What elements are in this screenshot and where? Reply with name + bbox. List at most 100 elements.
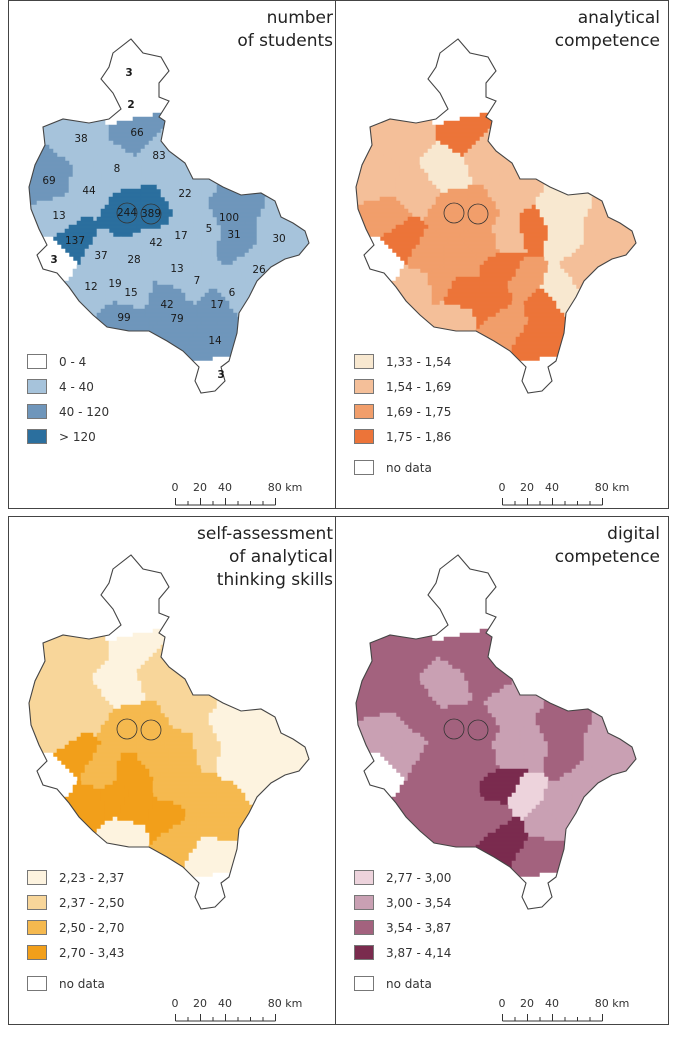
legend-item: 0 - 4 [27,349,109,374]
region-label: 66 [130,127,144,139]
region-area [559,244,636,362]
legend-swatch [27,379,47,394]
map-title-line: thinking skills [216,570,333,590]
country-outline [28,554,310,910]
scale-tick-label: 20 [193,997,207,1010]
region-label: 3 [125,67,132,79]
inner-boundary [140,719,162,741]
region-label: 69 [42,175,55,187]
region-area [128,860,309,909]
legend-label: 0 - 4 [59,354,87,369]
scale-tick-label: 20 [520,481,534,494]
legend-swatch [354,429,374,444]
map-title-line: competence [554,547,660,567]
country-outline [28,38,310,394]
region-label: 14 [208,335,222,347]
scale-bar-line [175,1014,276,1022]
legend-label: 3,00 - 3,54 [386,895,452,910]
scale-tick-label: 40 [545,997,559,1010]
legend-item: 3,87 - 4,14 [354,940,451,965]
legend-label: no data [386,460,432,475]
legend-label: 3,54 - 3,87 [386,920,452,935]
region-label: 99 [117,312,130,324]
legend-item: 1,54 - 1,69 [354,374,451,399]
region-label: 42 [149,237,162,249]
region-label: 15 [124,287,137,299]
region-label: 6 [229,287,236,299]
country-outline [355,38,637,394]
region-area [455,860,636,909]
region-label: 3 [217,369,224,381]
map-title-line: of students [237,31,333,51]
map-title: digital competence [555,523,660,569]
region-area [29,39,110,166]
choropleth-map [28,554,310,910]
region-label: 26 [252,264,266,276]
region-area [455,344,636,393]
region-label: 7 [194,275,201,287]
region-label: 389 [141,208,161,220]
legend-label: 1,69 - 1,75 [386,404,452,419]
region-area [356,39,636,94]
panel-self-assessment: self-assessment of analytical thinking ski… [8,516,342,1025]
legend-label: no data [59,976,105,991]
legend-label: 2,50 - 2,70 [59,920,125,935]
legend-swatch [354,354,374,369]
region-area [29,555,110,682]
scale-tick-label: 40 [545,481,559,494]
scale-bar-line [502,1014,603,1022]
region-area [523,288,573,326]
scale-tick-label: 20 [193,481,207,494]
region-label: 17 [174,230,187,242]
scale-tick-label: 0 [498,481,506,494]
region-label: 12 [84,281,97,293]
legend-swatch [27,404,47,419]
legend-label: 3,87 - 4,14 [386,945,452,960]
region-label: 17 [210,299,223,311]
region-label: 30 [272,233,285,245]
map-title-line: self-assessment [197,524,333,544]
region-label: 19 [108,278,121,290]
scale-bar: 0 20 40 80 km [172,997,302,1037]
inner-boundary [116,202,138,224]
scale-tick-label: 40 [218,997,232,1010]
map-title: analytical competence [555,7,660,53]
legend-swatch [354,460,374,475]
legend-item: 1,69 - 1,75 [354,399,451,424]
legend-swatch [27,870,47,885]
legend-swatch [354,945,374,960]
legend-swatch [354,976,374,991]
legend-no-data: no data [354,455,451,480]
legend-label: 40 - 120 [59,404,110,419]
region-label: 137 [65,235,85,247]
panel-number-of-students: number of students 3 2 38 66 83 8 69 44 244 389 22 13… [8,0,342,509]
legend-swatch [27,895,47,910]
legend-item: > 120 [27,424,109,449]
legend-label: 1,33 - 1,54 [386,354,452,369]
legend-item: 1,33 - 1,54 [354,349,451,374]
legend-item: 4 - 40 [27,374,109,399]
region-label: 22 [178,188,191,200]
map-title-line: number [266,8,333,28]
panel-digital-competence: digital competence 2,77 - 3,00 3,00 - 3,54 3… [335,516,669,1025]
legend-item: 40 - 120 [27,399,109,424]
inner-boundary [467,719,489,741]
map-title-line: digital [607,524,660,544]
region-area [559,760,636,878]
legend-item: 2,23 - 2,37 [27,865,124,890]
legend-swatch [354,870,374,885]
legend-label: 2,23 - 2,37 [59,870,125,885]
scale-bar: 0 20 40 80 km [498,481,629,521]
region-label: 3 [50,254,57,266]
legend-item: 1,75 - 1,86 [354,424,451,449]
legend-item: 2,70 - 3,43 [27,940,124,965]
map-title: self-assessment of analytical thinking ski… [197,523,333,592]
map-legend: 2,77 - 3,00 3,00 - 3,54 3,54 - 3,87 3,87 - … [354,865,451,996]
inner-boundary [467,203,489,225]
scale-bar-line [502,498,603,506]
legend-swatch [27,920,47,935]
scale-bar: 0 20 40 80 km [172,481,302,521]
legend-label: 1,75 - 1,86 [386,429,452,444]
